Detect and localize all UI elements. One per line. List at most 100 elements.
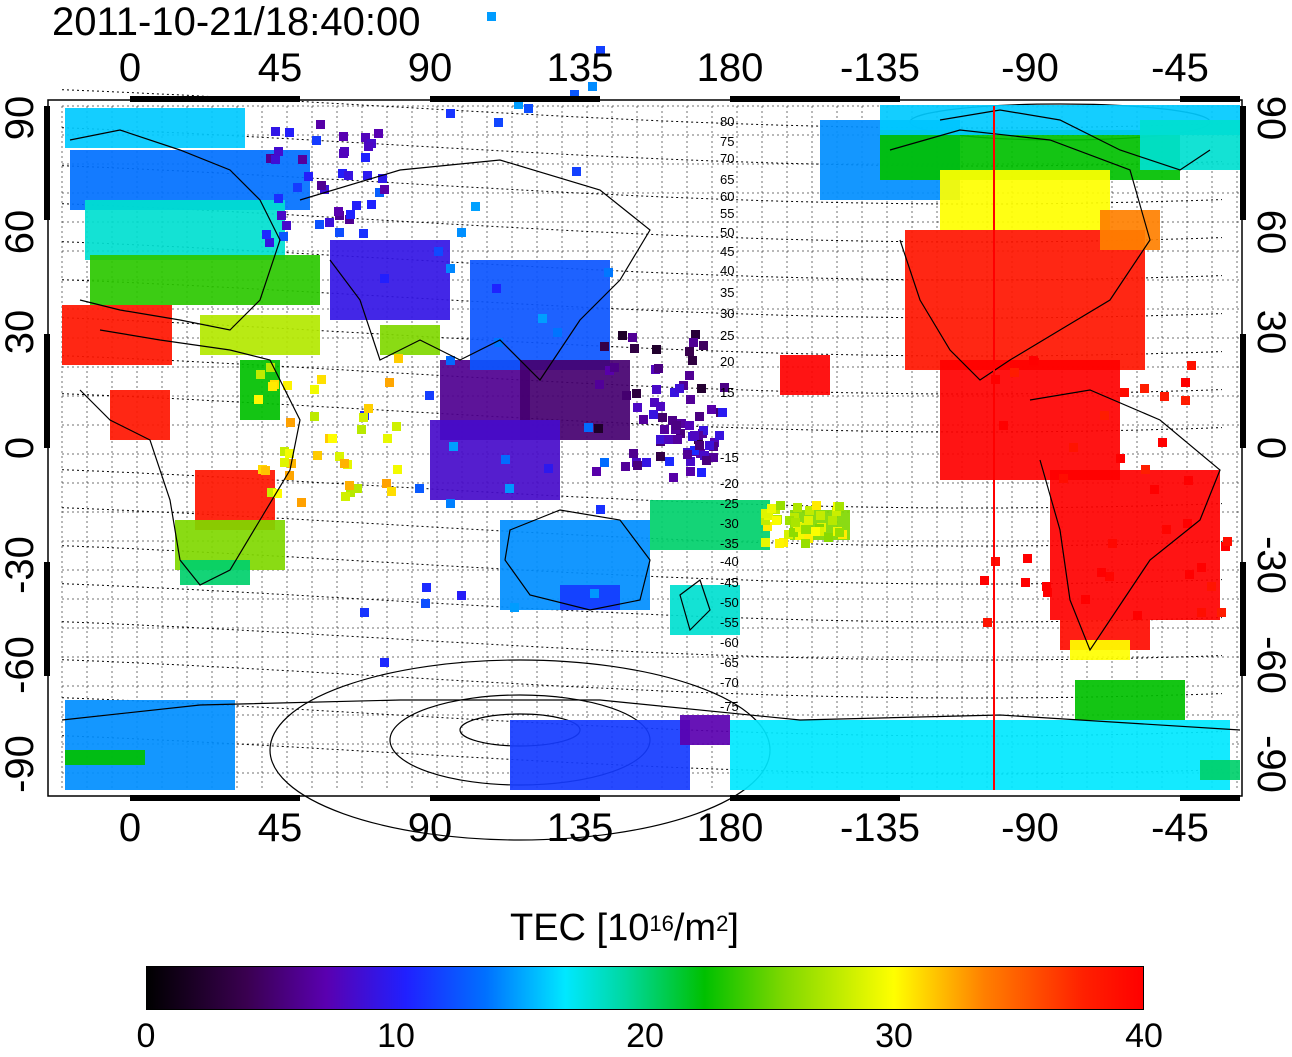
tec-pixel (285, 128, 294, 137)
tec-pixel (656, 435, 665, 444)
tec-patch (1200, 760, 1240, 780)
tec-pixel (325, 218, 334, 227)
tec-pixel (594, 424, 603, 433)
tec-pixel (610, 363, 619, 372)
tec-pixel (677, 419, 686, 428)
tec-pixel (702, 456, 711, 465)
contour-label: 65 (720, 172, 734, 187)
x-tick-top: -90 (1001, 46, 1059, 90)
tec-pixel (317, 181, 326, 190)
tec-pixel (1158, 438, 1167, 447)
tec-pixel (357, 425, 366, 434)
tec-pixel (690, 446, 699, 455)
tec-pixel (824, 533, 833, 542)
frame-bar-left (44, 562, 50, 676)
tec-pixel (832, 507, 841, 516)
tec-pixel (1116, 454, 1125, 463)
tec-pixel (699, 341, 708, 350)
tec-pixel (1181, 396, 1190, 405)
tec-pixel (338, 169, 347, 178)
tec-pixel (280, 447, 289, 456)
tec-pixel (630, 344, 639, 353)
coastline (69, 129, 281, 331)
tec-pixel (689, 338, 698, 347)
tec-patch (1070, 640, 1130, 660)
tec-pixel (991, 375, 1000, 384)
tec-patch (1140, 120, 1240, 170)
tec-pixel (352, 201, 361, 210)
tec-pixel (538, 314, 547, 323)
tec-pixel (375, 188, 384, 197)
y-tick-right: 30 (1249, 309, 1292, 355)
tec-patch (510, 720, 690, 790)
contour-label: 80 (720, 114, 734, 129)
tec-pixel (346, 210, 355, 219)
tec-pixel (387, 487, 396, 496)
tec-pixel (1197, 608, 1206, 617)
tec-pixel (697, 384, 706, 393)
tec-pixel (675, 384, 684, 393)
tec-pixel (367, 200, 376, 209)
tec-pixel (313, 451, 322, 460)
tec-pixel (789, 528, 798, 537)
tec-pixel (652, 385, 661, 394)
tec-pixel (776, 501, 785, 510)
tec-pixel (297, 498, 306, 507)
tec-pixel (654, 364, 663, 373)
tec-pixel (804, 516, 813, 525)
tec-pixel (262, 230, 271, 239)
tec-pixel (317, 375, 326, 384)
tec-pixel (772, 516, 781, 525)
colorbar-title-exponent: 16 (649, 911, 674, 936)
tec-pixel (364, 142, 373, 151)
tec-pixel (665, 457, 674, 466)
contour-label: -15 (720, 450, 739, 465)
tec-data-layer (62, 12, 1240, 790)
y-tick-left: 90 (0, 95, 42, 141)
colorbar-title-suffix: ] (728, 907, 739, 949)
x-tick-top: 0 (118, 46, 142, 90)
tec-pixel (315, 220, 324, 229)
tec-pixel (590, 589, 599, 598)
tec-pixel (316, 120, 325, 129)
tec-pixel (1141, 465, 1150, 474)
tec-pixel (720, 383, 729, 392)
tec-pixel (668, 416, 677, 425)
tec-pixel (1187, 361, 1196, 370)
contour-label: -60 (720, 635, 739, 650)
tec-pixel (691, 330, 700, 339)
tec-pixel (1207, 582, 1216, 591)
tec-pixel (621, 462, 630, 471)
tec-pixel (359, 413, 368, 422)
tec-pixel (339, 132, 348, 141)
tec-pixel (280, 458, 289, 467)
tec-pixel (761, 516, 770, 525)
tec-pixel (544, 464, 553, 473)
frame-bar-bottom (730, 795, 900, 801)
tec-pixel (361, 153, 370, 162)
frame-bar-top (730, 96, 900, 102)
tec-pixel (282, 221, 291, 230)
tec-pixel (505, 484, 514, 493)
colorbar-title: TEC [1016/m2] (510, 906, 739, 950)
tec-pixel (494, 118, 503, 127)
tec-pixel (277, 211, 286, 220)
tec-pixel (695, 441, 704, 450)
tec-pixel (334, 207, 343, 216)
tec-pixel (266, 363, 275, 372)
tec-patch (62, 305, 172, 365)
tec-pixel (293, 183, 302, 192)
tec-pixel (705, 441, 714, 450)
tec-pixel (310, 412, 319, 421)
tec-pixel (628, 333, 637, 342)
tec-pixel (763, 522, 772, 531)
x-tick-bottom: 0 (118, 806, 142, 850)
magnetic-contour (61, 469, 1223, 509)
tec-pixel (767, 504, 776, 513)
tec-pixel (446, 499, 455, 508)
tec-pixel (1217, 608, 1226, 617)
tec-pixel (639, 415, 648, 424)
frame-bar-top (1180, 96, 1240, 102)
tec-pixel (553, 328, 562, 337)
colorbar-title-unit: /m (673, 907, 717, 949)
